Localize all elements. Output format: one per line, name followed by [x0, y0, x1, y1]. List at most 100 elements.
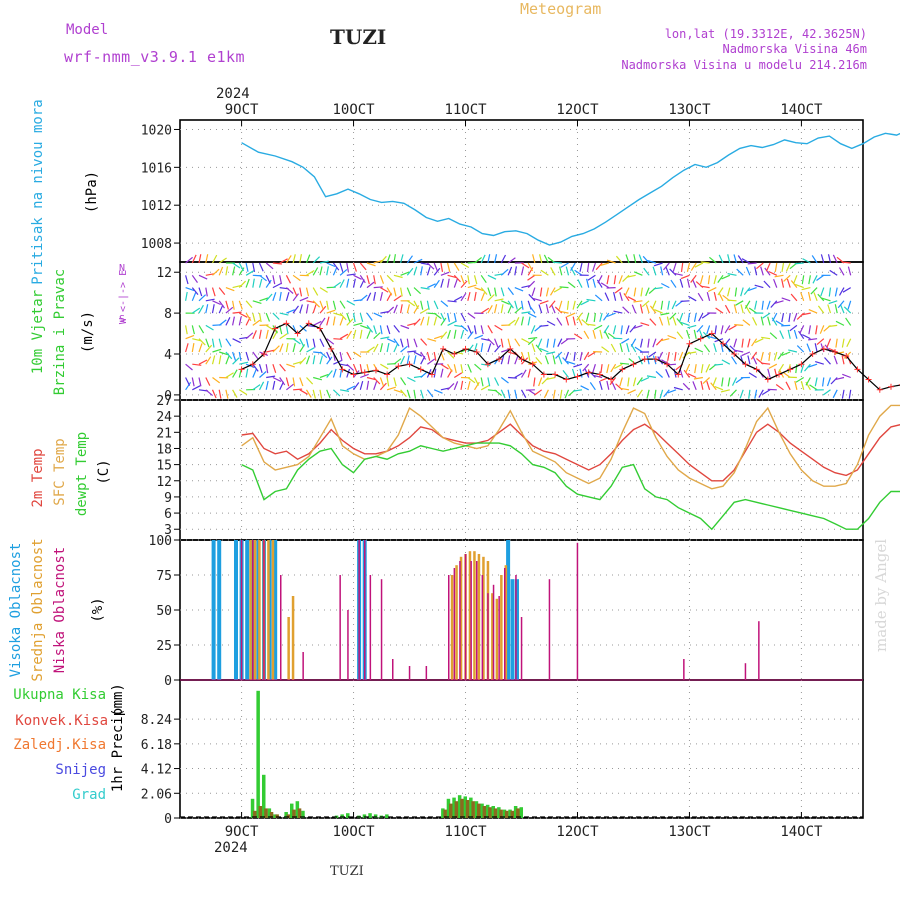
- wind-arrow: [546, 351, 556, 355]
- wind-arrow: [426, 266, 431, 276]
- wind-arrow: [192, 385, 201, 391]
- wind-arrow: [245, 332, 254, 340]
- wind-arrow: [727, 254, 731, 264]
- y-tick-label: 8.24: [141, 713, 172, 728]
- y-tick-label: 1016: [141, 161, 172, 176]
- wind-arrow: [742, 319, 751, 326]
- wind-arrow: [654, 389, 657, 399]
- wind-speed-marker: [540, 371, 547, 378]
- wind-arrow: [620, 387, 630, 391]
- wind-arrow: [629, 325, 637, 333]
- wind-arrow: [778, 363, 785, 373]
- wind-arrow: [467, 325, 472, 334]
- wind-arrow: [360, 373, 369, 379]
- wind-arrow: [597, 275, 603, 284]
- wind-arrow: [218, 257, 227, 264]
- wind-arrow: [661, 282, 670, 289]
- wind-arrow: [265, 279, 272, 288]
- wind-arrow: [191, 342, 195, 353]
- wind-speed-marker: [272, 325, 279, 332]
- wind-arrow: [769, 332, 778, 340]
- wind-arrow: [225, 306, 234, 314]
- wind-arrow: [198, 359, 208, 365]
- wind-arrow: [795, 364, 798, 374]
- wind-arrow: [551, 304, 556, 314]
- wind-arrow: [790, 280, 798, 288]
- wind-arrow: [211, 338, 215, 348]
- wind-arrow: [494, 298, 504, 302]
- y-tick-label: 4: [164, 348, 172, 363]
- wind-arrow: [660, 312, 670, 316]
- wind-arrow: [770, 300, 778, 308]
- wind-speed-marker: [843, 353, 850, 360]
- wind-arrow: [319, 338, 325, 348]
- wind-arrow: [539, 254, 543, 264]
- wind-arrow: [272, 345, 280, 353]
- wind-arrow: [198, 294, 207, 302]
- wind-arrow: [305, 338, 309, 348]
- wind-arrow: [705, 363, 711, 373]
- wind-arrow: [232, 357, 240, 365]
- wind-arrow: [754, 300, 758, 310]
- wind-arrow: [521, 285, 531, 289]
- wind-arrow: [245, 368, 249, 378]
- wind-arrow: [480, 343, 484, 353]
- wind-arrow: [754, 284, 764, 289]
- wind-arrow: [447, 300, 457, 303]
- wind-speed-marker: [876, 386, 883, 393]
- wind-arrow: [225, 287, 235, 292]
- wind-arrow: [767, 316, 771, 326]
- wind-arrow: [698, 312, 704, 322]
- cloud-bar: [453, 568, 456, 680]
- wind-arrow: [667, 300, 670, 310]
- precip-bar: [504, 810, 509, 818]
- wind-arrow: [252, 384, 261, 391]
- wind-speed-marker: [652, 356, 659, 363]
- wind-arrow: [514, 287, 524, 292]
- wind-arrow: [232, 389, 238, 398]
- wind-arrow: [599, 312, 603, 322]
- wind-arrow: [279, 258, 288, 264]
- wind-arrow: [319, 305, 327, 314]
- wind-arrow: [577, 279, 583, 288]
- wind-arrow: [353, 274, 362, 280]
- cloud-bar: [515, 579, 519, 680]
- precip-bar: [460, 798, 464, 818]
- wind-arrow: [734, 324, 744, 326]
- wind-arrow: [579, 351, 583, 361]
- wind-arrow: [600, 364, 603, 374]
- wind-arrow: [480, 287, 488, 295]
- wind-arrow: [406, 304, 410, 314]
- wind-arrow: [433, 368, 437, 378]
- wind-arrow: [655, 338, 664, 346]
- wind-arrow: [768, 363, 778, 369]
- wind-arrow: [407, 322, 417, 326]
- wind-arrow: [761, 336, 771, 340]
- wind-arrow: [386, 325, 391, 335]
- wind-arrow: [745, 266, 751, 276]
- wind-arrow: [494, 287, 497, 297]
- cloud-bar: [211, 540, 216, 680]
- wind-arrow: [789, 324, 798, 332]
- wind-arrow: [539, 324, 549, 327]
- wind-arrow: [514, 317, 520, 326]
- wind-arrow: [646, 375, 657, 379]
- wind-speed-marker: [328, 345, 335, 352]
- wind-arrow: [633, 254, 637, 264]
- wind-arrow: [346, 330, 353, 340]
- precip-legend-item: Zaledj.Kisa: [13, 737, 106, 753]
- cloud-bar: [291, 596, 295, 680]
- cloud-bar: [450, 575, 454, 680]
- wind-arrow: [413, 355, 417, 365]
- wind-arrow: [487, 287, 492, 297]
- wind-arrow: [258, 262, 264, 272]
- wind-speed-marker: [316, 325, 323, 332]
- lonlat-text: lon,lat (19.3312E, 42.3625N): [665, 27, 867, 41]
- wind-arrow: [245, 278, 250, 288]
- wind-arrow: [514, 389, 518, 399]
- wind-arrow: [467, 363, 472, 373]
- wind-arrow: [232, 369, 238, 378]
- wind-arrow: [185, 377, 191, 386]
- wind-arrow: [333, 281, 342, 289]
- precip-bar: [346, 813, 350, 818]
